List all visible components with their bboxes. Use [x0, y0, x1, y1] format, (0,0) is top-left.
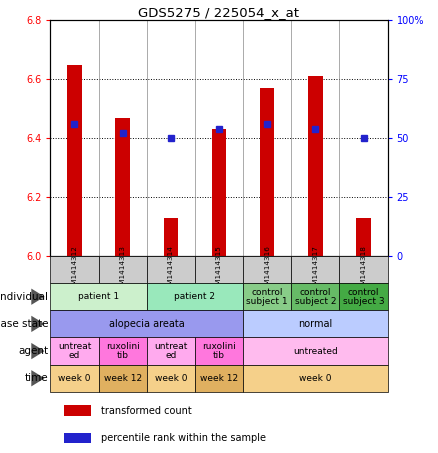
Bar — [50, 310, 243, 337]
Bar — [147, 256, 195, 283]
Bar — [115, 118, 130, 256]
Bar — [260, 88, 274, 256]
Bar — [291, 256, 339, 283]
Bar — [243, 337, 388, 365]
Text: time: time — [25, 373, 48, 383]
Bar — [64, 433, 91, 443]
Polygon shape — [32, 289, 45, 305]
Bar — [147, 365, 195, 392]
Text: week 0: week 0 — [58, 374, 91, 383]
Polygon shape — [32, 316, 45, 332]
Text: individual: individual — [0, 292, 48, 302]
Bar — [212, 130, 226, 256]
Text: GSM1414314: GSM1414314 — [168, 245, 174, 294]
Polygon shape — [32, 343, 45, 359]
Bar — [99, 337, 147, 365]
Bar — [50, 256, 99, 283]
Bar — [64, 405, 91, 416]
Bar — [291, 283, 339, 310]
Text: week 0: week 0 — [299, 374, 332, 383]
Text: untreat
ed: untreat ed — [154, 342, 187, 360]
Bar — [243, 310, 388, 337]
Bar — [243, 283, 291, 310]
Text: agent: agent — [18, 346, 48, 356]
Text: week 0: week 0 — [155, 374, 187, 383]
Bar — [99, 256, 147, 283]
Bar — [243, 256, 291, 283]
Text: GSM1414318: GSM1414318 — [360, 245, 367, 294]
Bar — [147, 283, 243, 310]
Text: ruxolini
tib: ruxolini tib — [106, 342, 140, 360]
Bar — [195, 337, 243, 365]
Text: patient 1: patient 1 — [78, 292, 119, 301]
Text: GSM1414313: GSM1414313 — [120, 245, 126, 294]
Bar — [195, 256, 243, 283]
Bar — [50, 283, 147, 310]
Bar — [195, 365, 243, 392]
Text: GSM1414316: GSM1414316 — [264, 245, 270, 294]
Text: GSM1414317: GSM1414317 — [312, 245, 318, 294]
Title: GDS5275 / 225054_x_at: GDS5275 / 225054_x_at — [138, 6, 300, 19]
Text: GSM1414315: GSM1414315 — [216, 245, 222, 294]
Polygon shape — [32, 370, 45, 386]
Bar — [50, 365, 99, 392]
Text: percentile rank within the sample: percentile rank within the sample — [101, 433, 266, 443]
Bar — [356, 218, 371, 256]
Bar — [67, 65, 81, 256]
Bar — [243, 365, 388, 392]
Text: untreated: untreated — [293, 347, 338, 356]
Bar — [147, 337, 195, 365]
Bar — [339, 256, 388, 283]
Text: ruxolini
tib: ruxolini tib — [202, 342, 236, 360]
Bar — [99, 365, 147, 392]
Text: control
subject 2: control subject 2 — [295, 288, 336, 306]
Text: GSM1414312: GSM1414312 — [71, 245, 78, 294]
Text: normal: normal — [298, 319, 332, 329]
Text: patient 2: patient 2 — [174, 292, 215, 301]
Bar — [339, 283, 388, 310]
Text: transformed count: transformed count — [101, 405, 192, 415]
Bar — [308, 77, 322, 256]
Text: week 12: week 12 — [200, 374, 238, 383]
Text: alopecia areata: alopecia areata — [109, 319, 184, 329]
Text: week 12: week 12 — [103, 374, 142, 383]
Bar — [163, 218, 178, 256]
Bar — [50, 337, 99, 365]
Text: control
subject 1: control subject 1 — [246, 288, 288, 306]
Text: untreat
ed: untreat ed — [58, 342, 91, 360]
Text: disease state: disease state — [0, 319, 48, 329]
Text: control
subject 3: control subject 3 — [343, 288, 385, 306]
